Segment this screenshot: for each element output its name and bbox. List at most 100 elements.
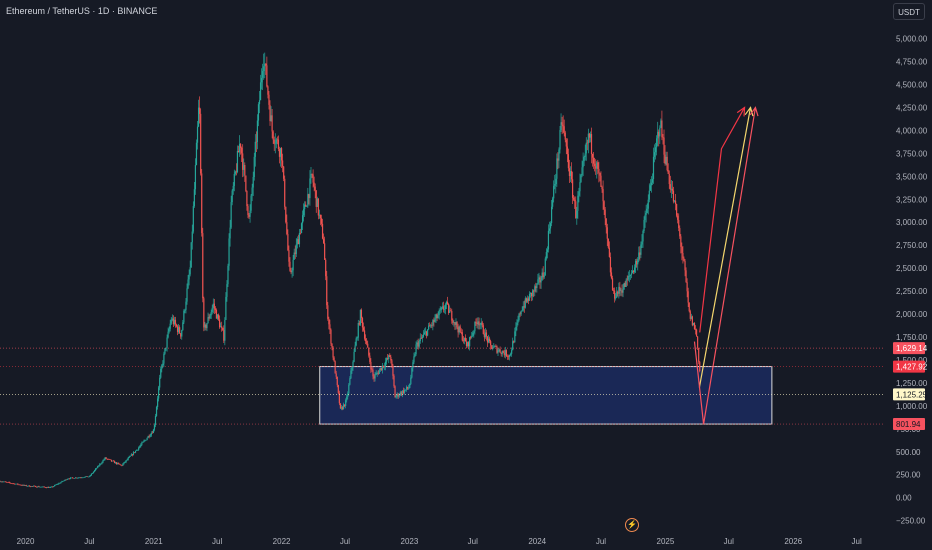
candle: [46, 487, 48, 488]
candle: [461, 332, 463, 341]
candle: [417, 342, 419, 347]
candle: [21, 485, 23, 486]
candle: [356, 337, 358, 339]
projection-arrow[interactable]: [699, 107, 746, 333]
candle: [485, 332, 488, 337]
candle: [52, 486, 55, 487]
y-tick-label: 2,750.00: [896, 241, 928, 250]
candle: [631, 270, 634, 274]
candle: [398, 395, 400, 397]
candle: [469, 337, 471, 347]
projection-arrow[interactable]: [698, 107, 752, 388]
candle: [572, 179, 574, 198]
support-zone[interactable]: [319, 366, 773, 425]
candle: [421, 336, 423, 339]
currency-button[interactable]: USDT: [893, 3, 925, 20]
candle: [501, 351, 503, 355]
candle: [653, 152, 656, 157]
candle: [34, 485, 36, 487]
candle: [101, 462, 103, 464]
candle: [395, 396, 397, 398]
candle: [258, 100, 261, 105]
candle: [511, 350, 513, 354]
candle: [341, 407, 344, 409]
candle: [167, 331, 169, 338]
candle: [313, 182, 315, 187]
candle: [193, 189, 195, 207]
candle: [350, 370, 352, 379]
candle: [172, 318, 174, 325]
candle: [206, 323, 208, 329]
candle: [566, 146, 568, 155]
y-tick-label: 4,750.00: [896, 58, 928, 67]
candle: [257, 104, 260, 121]
candle: [533, 290, 535, 292]
candle: [362, 327, 365, 331]
candle: [400, 392, 402, 395]
candle: [418, 340, 420, 347]
candle: [619, 286, 621, 291]
candle: [625, 279, 627, 287]
candle: [371, 369, 373, 370]
candle: [277, 139, 280, 150]
candle: [89, 475, 91, 477]
candle: [245, 175, 247, 191]
candle: [399, 392, 401, 396]
candle: [329, 324, 331, 330]
candle: [23, 484, 25, 486]
candle: [587, 133, 589, 144]
candle: [106, 458, 108, 460]
candle: [305, 204, 307, 207]
candle: [582, 161, 584, 168]
candle: [51, 486, 54, 488]
candle: [440, 307, 442, 310]
candle: [12, 483, 14, 485]
candle: [636, 260, 638, 265]
candle: [202, 233, 204, 299]
candle: [143, 440, 145, 442]
candle: [434, 318, 436, 322]
candle: [4, 481, 6, 483]
candle: [72, 477, 75, 479]
candle: [171, 318, 173, 320]
candle: [191, 231, 193, 243]
candle: [334, 361, 336, 374]
candle: [475, 321, 477, 323]
candle: [598, 168, 600, 173]
candle: [545, 252, 547, 259]
flash-icon[interactable]: ⚡: [625, 518, 639, 532]
candle: [615, 297, 617, 299]
candle: [310, 173, 312, 179]
candle: [492, 348, 494, 349]
projection-arrow[interactable]: [693, 107, 757, 425]
candle: [36, 487, 38, 488]
candle: [668, 173, 670, 185]
price-label-badge: [893, 388, 925, 401]
candle: [48, 487, 50, 488]
candle: [286, 222, 288, 235]
candle: [109, 459, 111, 460]
candle: [280, 148, 283, 161]
candle: [123, 462, 125, 464]
y-tick-label: 0.00: [896, 494, 912, 503]
candle: [666, 156, 668, 171]
candle: [557, 158, 559, 161]
candle: [252, 177, 254, 188]
candle: [633, 267, 636, 272]
candle: [269, 104, 271, 122]
candle: [164, 348, 166, 354]
candle: [139, 446, 141, 448]
candle: [427, 329, 429, 336]
candle: [674, 200, 677, 205]
candle: [436, 314, 438, 319]
candle: [212, 303, 214, 308]
candle: [81, 477, 83, 479]
candle: [40, 486, 42, 488]
candle: [676, 204, 678, 216]
candle: [160, 368, 162, 378]
candle: [285, 206, 287, 223]
candle: [497, 350, 499, 353]
candle: [324, 243, 326, 260]
candle: [27, 485, 29, 487]
